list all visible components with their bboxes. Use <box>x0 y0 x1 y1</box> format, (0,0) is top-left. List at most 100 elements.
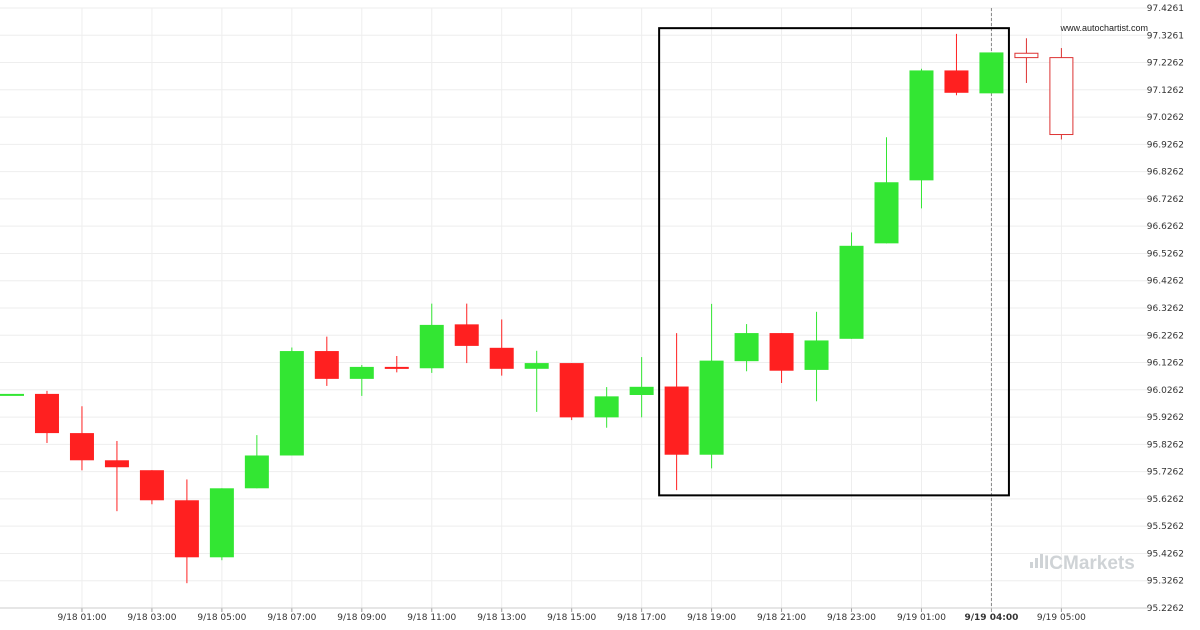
chart-grid <box>0 7 1150 609</box>
candle-body <box>34 393 59 434</box>
candle-body <box>524 363 549 369</box>
x-tick-label: 9/19 04:00 <box>965 613 1019 623</box>
watermark-site: www.autochartist.com <box>1059 23 1148 33</box>
x-tick-label: 9/18 05:00 <box>197 613 246 623</box>
bearish-candle <box>104 440 129 512</box>
candle-body <box>629 386 654 395</box>
bullish-candle <box>909 68 934 209</box>
candle-body <box>489 347 514 369</box>
candle-body <box>174 500 199 558</box>
bullish-candle <box>839 232 864 339</box>
x-tick-label: 9/18 21:00 <box>757 613 806 623</box>
candle-body <box>804 340 829 370</box>
y-tick-label: 97.1262 <box>1147 86 1184 96</box>
y-tick-label: 96.1262 <box>1147 359 1184 369</box>
bullish-candle <box>804 311 829 402</box>
candle-body <box>874 182 899 244</box>
candle-body <box>944 70 969 93</box>
candle-body <box>594 396 619 418</box>
brand-bar-icon <box>1035 558 1038 568</box>
y-tick-label: 96.4262 <box>1147 277 1184 287</box>
y-tick-label: 96.0262 <box>1147 386 1184 396</box>
candle-body <box>839 245 864 339</box>
bearish-candle <box>69 406 94 471</box>
y-tick-label: 96.3262 <box>1147 304 1184 314</box>
y-tick-label: 97.4261 <box>1147 4 1184 14</box>
x-axis: 9/18 01:00 9/18 03:00 9/18 05:00 9/18 07:00… <box>0 607 1150 623</box>
brand-bar-icon <box>1030 562 1033 568</box>
candle-body <box>69 433 94 461</box>
y-tick-label: 95.6262 <box>1147 495 1184 505</box>
y-tick-label: 95.4262 <box>1147 549 1184 559</box>
x-tick-label: 9/18 09:00 <box>337 613 386 623</box>
y-tick-label: 96.6262 <box>1147 222 1184 232</box>
candle-body-hollow <box>1014 52 1039 59</box>
y-tick-label: 95.9262 <box>1147 413 1184 423</box>
bearish-candle <box>454 303 479 364</box>
candle-body <box>139 470 164 501</box>
bearish-candle <box>489 319 514 376</box>
bearish-candle <box>664 333 689 491</box>
candle-body <box>419 324 444 369</box>
bullish-candle <box>524 350 549 412</box>
bullish-candle <box>209 488 234 561</box>
y-tick-label: 97.3261 <box>1147 31 1184 41</box>
y-tick-label: 96.9262 <box>1147 140 1184 150</box>
candle-series <box>0 33 1004 584</box>
y-tick-label: 96.8262 <box>1147 168 1184 178</box>
brand-name: ICMarkets <box>1044 553 1135 574</box>
y-axis: 97.4261 97.3261 97.2262 97.1262 97.0262 96.92… <box>1147 4 1184 614</box>
candle-body <box>664 386 689 455</box>
y-tick-label: 95.8262 <box>1147 440 1184 450</box>
brand-logo: ICMarkets <box>1030 553 1135 574</box>
bearish-candle <box>384 355 409 373</box>
brand-prefix: IC <box>1044 553 1063 574</box>
candle-body <box>209 488 234 558</box>
x-tick-label: 9/18 07:00 <box>267 613 316 623</box>
candle-body <box>734 333 759 362</box>
candle-body-hollow <box>1049 57 1074 136</box>
bearish-candle <box>769 333 794 383</box>
brand-bar-icon <box>1040 554 1043 568</box>
x-tick-label: 9/18 19:00 <box>687 613 736 623</box>
candle-body <box>279 351 304 456</box>
x-tick-label: 9/19 05:00 <box>1037 613 1086 623</box>
bullish-candle <box>0 393 24 396</box>
y-tick-label: 95.5262 <box>1147 522 1184 532</box>
bullish-candle <box>629 357 654 418</box>
y-tick-label: 97.2262 <box>1147 59 1184 69</box>
x-tick-label: 9/18 11:00 <box>407 613 456 623</box>
x-tick-label: 9/18 23:00 <box>827 613 876 623</box>
bearish-candle <box>34 390 59 443</box>
bearish-candle <box>174 479 199 584</box>
y-tick-label: 96.7262 <box>1147 195 1184 205</box>
brand-suffix: Markets <box>1063 553 1135 574</box>
candle-body <box>104 460 129 468</box>
bullish-candle <box>349 364 374 396</box>
forecast-candle <box>1049 48 1074 140</box>
pattern-box <box>658 27 1010 497</box>
candle-body <box>559 363 584 418</box>
candle-body <box>769 333 794 371</box>
y-tick-label: 95.2262 <box>1147 604 1184 614</box>
candle-body <box>699 360 724 455</box>
y-tick-label: 96.5262 <box>1147 249 1184 259</box>
bearish-candle <box>944 33 969 96</box>
bullish-candle <box>874 137 899 244</box>
x-tick-label: 9/18 13:00 <box>477 613 526 623</box>
bullish-candle <box>244 435 269 489</box>
bullish-candle <box>699 303 724 469</box>
x-tick-label: 9/19 01:00 <box>897 613 946 623</box>
forecast-series <box>1014 38 1074 140</box>
candle-body <box>909 70 934 181</box>
y-tick-label: 96.2262 <box>1147 331 1184 341</box>
x-tick-label: 9/18 01:00 <box>57 613 106 623</box>
candle-body <box>314 351 339 379</box>
y-tick-label: 95.3262 <box>1147 577 1184 587</box>
candle-body <box>384 366 409 369</box>
bearish-candle <box>139 470 164 505</box>
bullish-candle <box>419 303 444 373</box>
candle-body <box>244 455 269 489</box>
